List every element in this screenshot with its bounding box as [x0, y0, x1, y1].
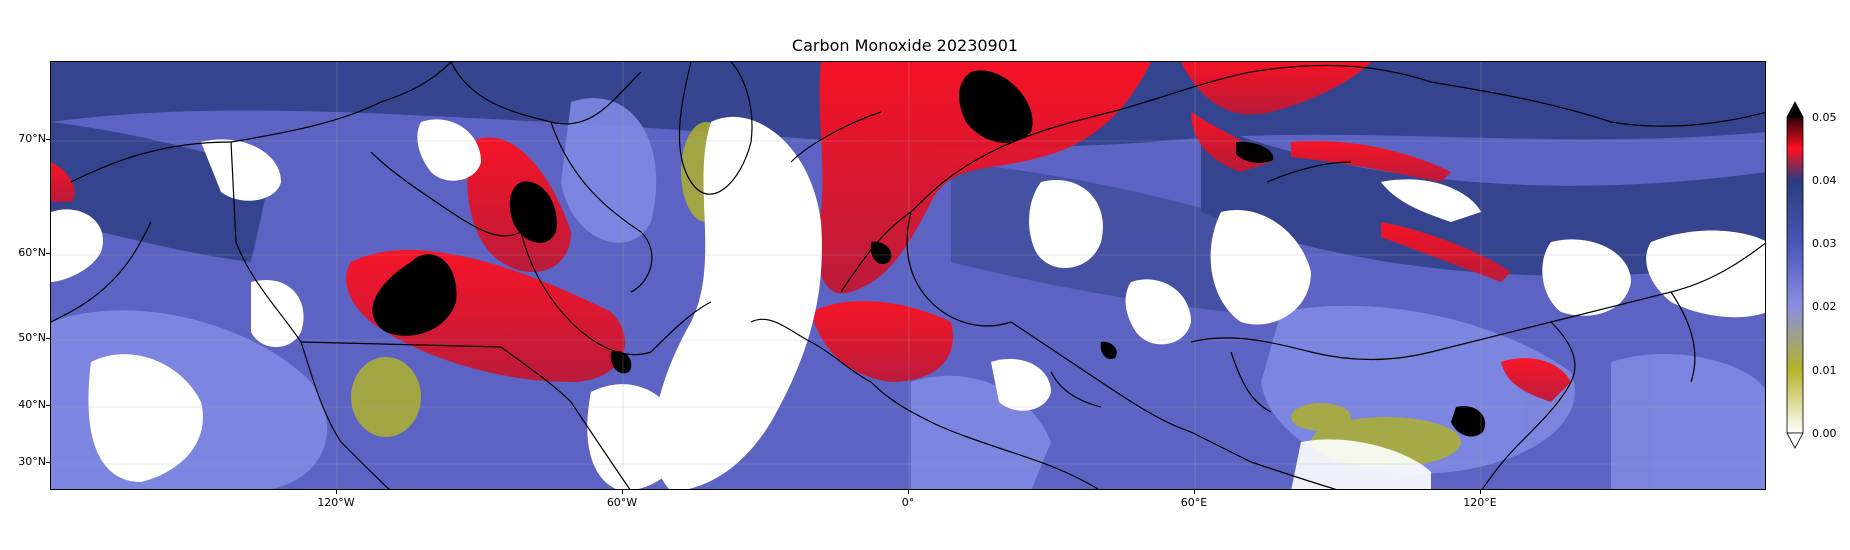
co-map: [50, 61, 1766, 490]
lon-label-120w: 120°W: [317, 496, 355, 509]
lon-tick: [1480, 490, 1481, 494]
colorbar-top-extend: [1786, 101, 1804, 118]
colorbar-label-003: 0.03: [1812, 237, 1837, 250]
lon-label-120e: 120°E: [1463, 496, 1497, 509]
colorbar: [1785, 100, 1805, 450]
lon-tick: [336, 490, 337, 494]
black-very-high-co: [372, 70, 1486, 437]
lat-tick: [46, 139, 50, 140]
map-title: Carbon Monoxide 20230901: [791, 36, 1019, 55]
lat-label-30n: 30°N: [18, 455, 46, 468]
coastlines: [51, 62, 1765, 489]
colorbar-label-002: 0.02: [1812, 300, 1837, 313]
colorbar-bottom-extend: [1786, 432, 1804, 449]
lon-tick: [622, 490, 623, 494]
lon-tick: [908, 490, 909, 494]
lon-label-0: 0°: [901, 496, 915, 509]
lat-tick: [46, 253, 50, 254]
lat-tick: [46, 338, 50, 339]
lon-label-60w: 60°W: [606, 496, 638, 509]
colorbar-label-000: 0.00: [1812, 427, 1837, 440]
colorbar-gradient: [1786, 116, 1804, 434]
lat-tick: [46, 462, 50, 463]
gridlines: [51, 62, 1765, 489]
colorbar-label-005: 0.05: [1812, 111, 1837, 124]
colorbar-label-004: 0.04: [1812, 174, 1837, 187]
lat-label-70n: 70°N: [18, 132, 46, 145]
lat-label-60n: 60°N: [18, 246, 46, 259]
lon-label-60e: 60°E: [1180, 496, 1208, 509]
lat-label-40n: 40°N: [18, 398, 46, 411]
lon-tick: [1194, 490, 1195, 494]
colorbar-label-001: 0.01: [1812, 364, 1837, 377]
cloud-gaps: [51, 117, 1765, 489]
lat-label-50n: 50°N: [18, 331, 46, 344]
lat-tick: [46, 405, 50, 406]
